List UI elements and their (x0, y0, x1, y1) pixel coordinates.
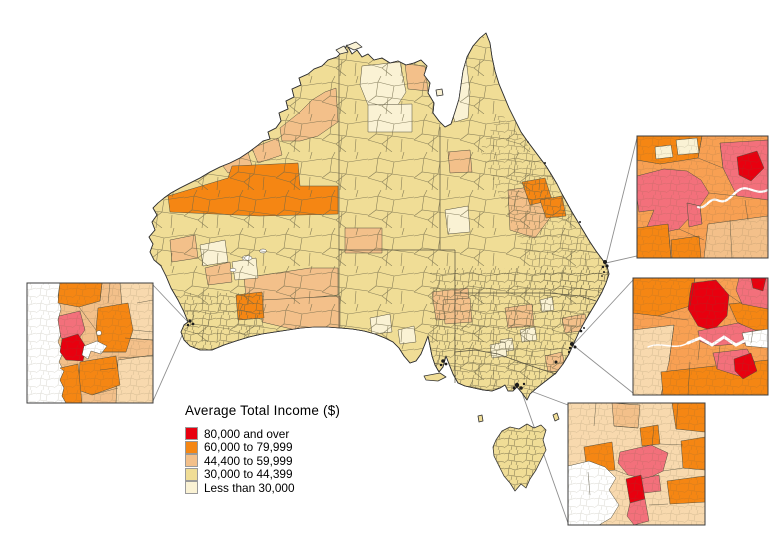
melbourne-inset-frame (567, 402, 706, 526)
melbourne-marker (512, 382, 526, 390)
wollongong-marker (567, 350, 571, 354)
brisbane-inset-frame (636, 135, 769, 259)
legend-item: 30,000 to 44,399 (185, 467, 340, 482)
brisbane-connector-line (605, 137, 638, 264)
adelaide-marker (439, 359, 448, 367)
legend-item: 44,400 to 59,999 (185, 454, 340, 468)
mainland (148, 32, 610, 401)
legend-label: Less than 30,000 (204, 480, 295, 495)
legend-item: Less than 30,000 (185, 481, 340, 495)
legend-title: Average Total Income ($) (185, 403, 341, 418)
qld-coast-towns (527, 141, 581, 223)
perth-inset (26, 282, 154, 404)
bathurst-island (335, 45, 349, 55)
sla-boundary-texture (149, 33, 609, 400)
flinders-island (552, 412, 560, 422)
canberra-marker (554, 360, 558, 364)
legend-swatch-less-than-30000 (185, 481, 198, 495)
sydney-inset (632, 277, 769, 396)
melbourne-inset (567, 402, 706, 526)
kangaroo-island (423, 372, 447, 382)
legend-label: 60,000 to 79,999 (204, 440, 293, 455)
legend-label: 44,400 to 59,999 (204, 453, 293, 468)
groote-eylandt (435, 88, 444, 97)
brisbane-inset (636, 135, 769, 259)
sydney-inset-frame (632, 277, 769, 396)
legend-swatch-30000-44399 (185, 467, 198, 481)
legend-label: 30,000 to 44,399 (204, 467, 293, 482)
perth-marker (186, 319, 195, 327)
city-markers (186, 141, 609, 390)
perth-inset-frame (26, 282, 154, 404)
newcastle-marker (579, 327, 585, 333)
legend-item: 80,000 and over (185, 427, 340, 441)
legend-label: 80,000 and over (204, 426, 290, 441)
brisbane-marker (601, 260, 609, 277)
tiwi-islands (345, 41, 363, 51)
legend-swatch-80000-and-over (185, 427, 198, 441)
sydney-marker (568, 342, 577, 350)
legend-swatch-60000-79999 (185, 440, 198, 454)
sydney-connector-line (572, 279, 634, 394)
legend-swatch-44400-59999 (185, 454, 198, 468)
king-island (477, 414, 484, 423)
legend-item: 60,000 to 79,999 (185, 440, 340, 455)
legend: Average Total Income ($) 80,000 and over… (185, 403, 340, 495)
